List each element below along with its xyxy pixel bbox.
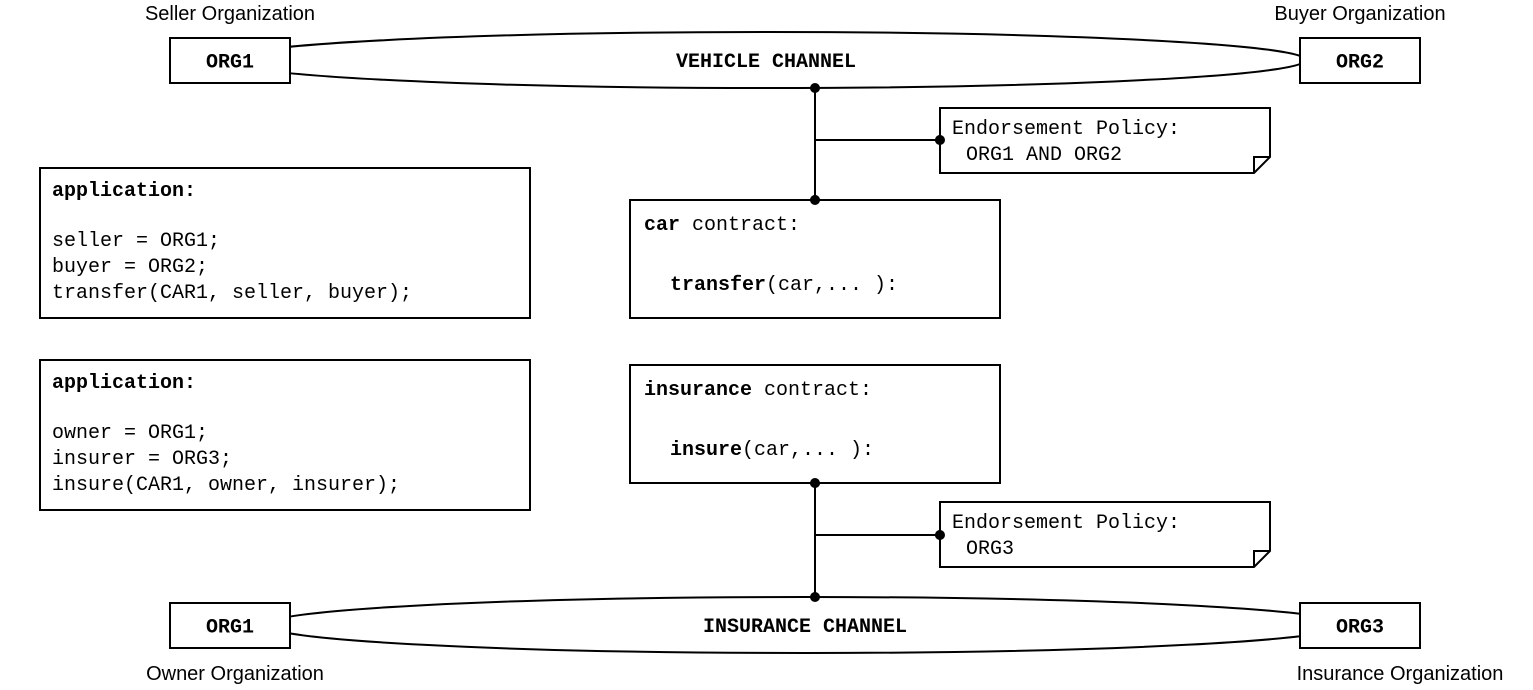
application-box-1-line-1: buyer = ORG2; xyxy=(52,256,208,279)
car-contract-box-call: transfer(car,... ): xyxy=(670,274,898,297)
insurance-org-caption: Insurance Organization xyxy=(1297,663,1504,685)
application-box-2-line-2: insure(CAR1, owner, insurer); xyxy=(52,474,400,497)
policy-note-1-line2: ORG1 AND ORG2 xyxy=(966,144,1122,167)
owner-org-caption: Owner Organization xyxy=(146,663,324,685)
policy-note-2-line1: Endorsement Policy: xyxy=(952,512,1180,535)
application-box-2-title: application: xyxy=(52,372,196,395)
car-contract-box-title: car contract: xyxy=(644,214,800,237)
buyer-org-caption: Buyer Organization xyxy=(1274,3,1445,25)
application-box-1-line-0: seller = ORG1; xyxy=(52,230,220,253)
insurance-contract-box-call: insure(car,... ): xyxy=(670,439,874,462)
org2-top-text: ORG2 xyxy=(1336,52,1384,75)
policy-note-2-line2: ORG3 xyxy=(966,538,1014,561)
application-box-2-line-1: insurer = ORG3; xyxy=(52,448,232,471)
insurance-channel-label: INSURANCE CHANNEL xyxy=(703,616,907,639)
vehicle-channel-label: VEHICLE CHANNEL xyxy=(676,51,856,74)
bottom-dot-note-over xyxy=(935,530,945,540)
bottom-dot-channel xyxy=(810,592,820,602)
top-dot-channel xyxy=(810,83,820,93)
policy-note-1-line1: Endorsement Policy: xyxy=(952,118,1180,141)
top-dot-contract-over xyxy=(810,195,820,205)
application-box-1-line-2: transfer(CAR1, seller, buyer); xyxy=(52,282,412,305)
top-dot-note-over xyxy=(935,135,945,145)
application-box-1-title: application: xyxy=(52,180,196,203)
org1-top-text: ORG1 xyxy=(206,52,254,75)
insurance-contract-box-title: insurance contract: xyxy=(644,379,872,402)
org1-bottom-text: ORG1 xyxy=(206,617,254,640)
application-box-2-line-0: owner = ORG1; xyxy=(52,422,208,445)
bottom-dot-contract-over xyxy=(810,478,820,488)
org3-bottom-text: ORG3 xyxy=(1336,617,1384,640)
seller-org-caption: Seller Organization xyxy=(145,3,315,25)
